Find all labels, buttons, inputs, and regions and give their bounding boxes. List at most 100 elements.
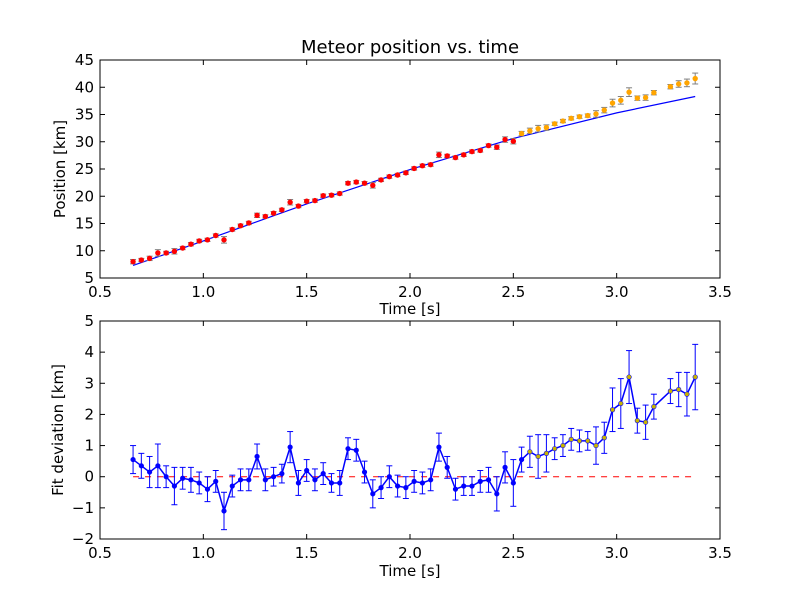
deviation-point	[576, 438, 583, 444]
deviation-point	[609, 407, 616, 413]
deviation-point	[337, 480, 343, 486]
top-y-tick-label: 25	[75, 160, 94, 178]
position-point	[576, 113, 583, 120]
top-y-tick-label: 15	[75, 215, 94, 233]
bottom-y-tick-label: 3	[84, 374, 94, 392]
position-point	[477, 147, 483, 154]
position-point	[551, 121, 558, 127]
position-point	[138, 257, 145, 263]
position-point	[196, 238, 202, 244]
bottom-x-tick-label: 2.0	[398, 544, 422, 562]
position-point	[353, 179, 359, 185]
position-point	[303, 198, 310, 204]
position-point	[535, 125, 541, 132]
position-point	[337, 190, 343, 197]
deviation-point	[436, 444, 442, 450]
deviation-point	[692, 374, 698, 380]
top-x-tick-label: 3.0	[605, 283, 629, 301]
deviation-point	[180, 475, 186, 481]
deviation-point	[246, 477, 252, 483]
deviation-point	[386, 474, 392, 480]
deviation-plot: 0.5 1.0 1.5 2.0 2.5 3.0 3.5 −2 −1 0 1 2 3 4 5	[72, 312, 732, 562]
position-point	[394, 172, 401, 178]
deviation-point	[684, 391, 690, 397]
position-point	[270, 210, 277, 216]
position-point	[411, 165, 417, 172]
deviation-point	[428, 477, 434, 483]
position-point	[229, 226, 235, 233]
bottom-y-tick-label: 1	[84, 437, 94, 455]
deviation-point	[560, 442, 566, 449]
position-point	[585, 112, 591, 119]
deviation-point	[502, 464, 508, 470]
top-y-tick-label: 45	[75, 51, 94, 69]
position-point	[419, 163, 426, 169]
deviation-point	[626, 374, 632, 380]
position-point	[510, 138, 517, 144]
deviation-point	[527, 449, 533, 455]
position-point	[485, 142, 492, 149]
position-point	[427, 161, 434, 168]
position-point	[667, 84, 674, 90]
bottom-x-tick-label: 3.0	[605, 544, 629, 562]
top-y-tick-label: 40	[75, 78, 94, 96]
deviation-point	[452, 486, 459, 492]
deviation-point	[196, 480, 202, 486]
top-y-tick-label: 35	[75, 106, 94, 124]
deviation-point	[130, 456, 136, 463]
deviation-point	[188, 477, 194, 483]
position-point	[328, 192, 335, 198]
deviation-point	[295, 480, 302, 486]
deviation-point	[229, 483, 235, 489]
deviation-point	[138, 463, 144, 469]
deviation-point	[147, 469, 153, 475]
position-point	[518, 130, 525, 137]
top-y-tick-label: 30	[75, 133, 94, 151]
deviation-point	[485, 477, 492, 483]
position-point	[651, 90, 657, 96]
bottom-x-tick-label: 1.0	[191, 544, 215, 562]
deviation-point	[461, 483, 467, 489]
deviation-point	[411, 478, 417, 484]
position-plot: 0.5 1.0 1.5 2.0 2.5 3.0 3.5 5 10 15 20 25 30 35 40 45	[75, 51, 732, 301]
deviation-point	[163, 474, 169, 480]
position-point	[634, 95, 641, 101]
position-point	[213, 232, 219, 239]
position-point	[684, 80, 690, 86]
deviation-point	[494, 491, 500, 497]
bottom-x-tick-label: 2.5	[501, 544, 525, 562]
deviation-point	[221, 508, 227, 514]
top-x-tick-label: 2.5	[501, 283, 525, 301]
position-point	[246, 220, 252, 226]
position-point	[494, 144, 500, 150]
deviation-point	[312, 477, 318, 483]
deviation-point	[634, 418, 640, 424]
bottom-y-axis-label: Fit deviation [km]	[49, 364, 67, 496]
top-y-tick-label: 10	[75, 242, 94, 260]
deviation-point	[601, 435, 607, 441]
position-point	[626, 89, 632, 95]
deviation-point	[618, 400, 624, 407]
position-point	[692, 75, 698, 82]
deviation-point	[378, 485, 384, 491]
position-point	[171, 248, 178, 254]
deviation-point	[469, 483, 475, 489]
bottom-y-tick-label: 4	[84, 343, 94, 361]
position-point	[237, 222, 244, 229]
position-point	[675, 81, 682, 87]
bottom-y-tick-label: −2	[72, 530, 94, 548]
top-x-axis-label: Time [s]	[379, 300, 441, 318]
position-point	[403, 170, 409, 176]
top-y-tick-label: 5	[84, 269, 94, 287]
position-point	[370, 182, 376, 189]
deviation-point	[304, 467, 310, 474]
position-point	[361, 180, 368, 186]
deviation-point	[585, 438, 591, 444]
position-point	[221, 237, 227, 243]
bottom-x-tick-label: 3.5	[708, 544, 732, 562]
deviation-point	[254, 453, 260, 460]
top-y-axis-label: Position [km]	[51, 120, 69, 218]
deviation-point	[271, 474, 277, 480]
deviation-point	[353, 447, 359, 453]
position-point	[436, 152, 442, 158]
